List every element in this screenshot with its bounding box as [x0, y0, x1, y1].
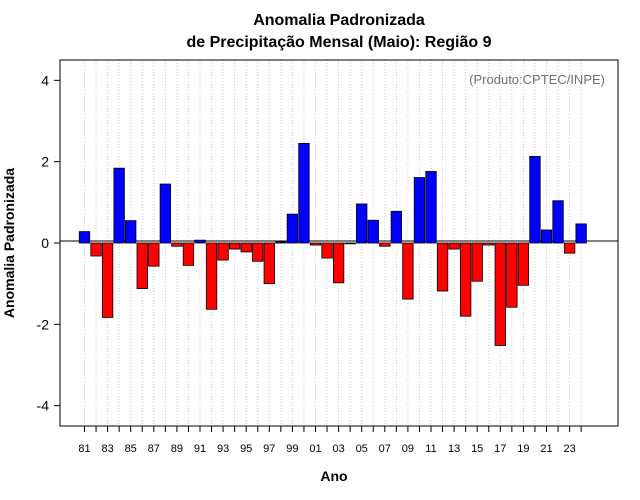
bar-2001 [309, 242, 322, 246]
bar-1986 [136, 242, 148, 289]
bar-2019 [517, 242, 530, 286]
y-tick-label: -2 [37, 316, 50, 332]
y-tick-label: 2 [41, 154, 49, 170]
bar-2018 [506, 242, 518, 308]
x-tick-label: 97 [263, 443, 275, 455]
bar-1983 [101, 242, 114, 318]
bar-1994 [228, 242, 241, 250]
bar-2011 [425, 171, 437, 244]
y-axis-title: Anomalia Padronizada [1, 168, 17, 318]
bar-2020 [529, 155, 541, 244]
bar-2014 [459, 242, 472, 317]
bar-2006 [367, 219, 379, 244]
bar-1998 [275, 241, 287, 244]
x-tick-label: 83 [101, 443, 113, 455]
bar-2004 [344, 242, 356, 245]
bar-2016 [483, 242, 495, 246]
bar-1997 [263, 242, 275, 285]
bar-1995 [240, 242, 252, 253]
x-tick-label: 85 [125, 443, 137, 455]
bar-1984 [113, 167, 125, 244]
bar-1991 [194, 239, 206, 244]
bar-1982 [90, 242, 102, 257]
bar-1989 [171, 242, 183, 247]
y-axis: -4 -2 0 2 4 [37, 72, 60, 414]
x-axis: 81 83 85 87 89 91 93 95 97 99 01 03 05 07 09 11 13 15 17 19… [78, 426, 582, 455]
x-tick-label: 13 [448, 443, 460, 455]
bar-2009 [402, 242, 414, 300]
x-tick-label: 93 [217, 443, 229, 455]
x-tick-label: 17 [494, 443, 506, 455]
bar-2015 [471, 242, 483, 282]
bar-1981 [78, 231, 91, 244]
bar-2003 [332, 242, 345, 284]
x-tick-label: 07 [379, 443, 391, 455]
chart-title-line1: Anomalia Padronizada [253, 12, 425, 29]
bar-2000 [298, 142, 310, 244]
y-tick-label: 4 [41, 72, 49, 88]
source-annotation: (Produto:CPTEC/INPE) [469, 72, 605, 87]
bar-1988 [159, 183, 172, 244]
bar-1993 [217, 242, 229, 261]
bar-2012 [436, 242, 449, 292]
bar-2008 [390, 210, 403, 244]
bar-2013 [448, 242, 460, 250]
chart-title-line2: de Precipitação Mensal (Maio): Região 9 [187, 34, 492, 51]
x-tick-label: 95 [240, 443, 252, 455]
y-tick-label: -4 [37, 398, 50, 414]
bar-2017 [494, 242, 506, 346]
bar-1990 [182, 242, 195, 266]
bar-2007 [379, 242, 391, 247]
bar-2021 [540, 229, 553, 244]
x-tick-label: 23 [563, 443, 575, 455]
bar-1992 [205, 242, 218, 310]
x-tick-label: 05 [356, 443, 368, 455]
x-tick-label: 89 [171, 443, 183, 455]
x-tick-label: 09 [402, 443, 414, 455]
bar-2010 [413, 177, 426, 244]
x-tick-label: 87 [148, 443, 160, 455]
bar-2005 [356, 203, 368, 244]
x-tick-label: 11 [425, 443, 436, 455]
bar-2002 [321, 242, 333, 259]
x-axis-title: Ano [320, 468, 347, 484]
bars [78, 142, 587, 346]
x-tick-label: 19 [517, 443, 529, 455]
x-tick-label: 91 [194, 443, 206, 455]
bar-1987 [148, 242, 160, 267]
x-tick-label: 81 [78, 443, 90, 455]
x-tick-label: 01 [309, 443, 321, 455]
bar-2022 [552, 200, 564, 244]
bar-2023 [563, 242, 576, 254]
x-tick-label: 99 [286, 443, 298, 455]
bar-1985 [125, 220, 137, 244]
y-tick-label: 0 [41, 235, 49, 251]
bar-1999 [286, 213, 299, 244]
bar-2024 [575, 223, 587, 244]
x-tick-label: 15 [471, 443, 483, 455]
x-tick-label: 03 [332, 443, 344, 455]
bar-1996 [252, 242, 264, 262]
x-tick-label: 21 [540, 443, 552, 455]
